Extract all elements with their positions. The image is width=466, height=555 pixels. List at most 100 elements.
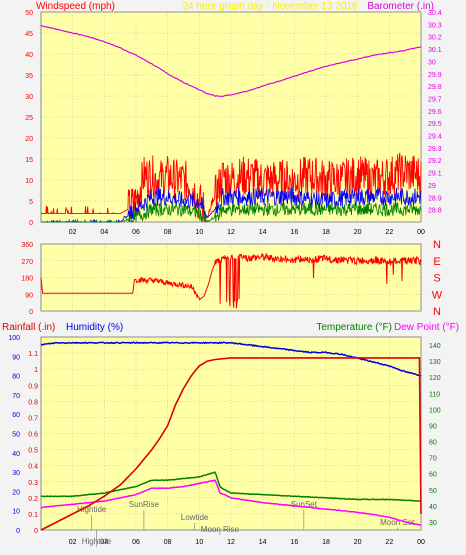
y-tick-temp: 50	[429, 488, 437, 495]
y-tick-right: 29.2	[428, 158, 442, 165]
y-tick-right: 30	[428, 59, 436, 66]
event-label: Hightide	[82, 537, 112, 546]
x-tick-label: 04	[100, 229, 108, 236]
y-tick-temp: 140	[429, 343, 441, 350]
event-label: SunSet	[291, 500, 318, 509]
compass-label: N	[433, 306, 441, 318]
y-tick-humidity: 0	[16, 528, 20, 535]
y-tick-humidity: 70	[12, 393, 20, 400]
y-tick-temp: 130	[429, 359, 441, 366]
y-tick-right: 29	[428, 183, 436, 190]
x-tick-label: 06	[132, 229, 140, 236]
barometer-line	[40, 25, 422, 98]
y-tick-left: 0	[29, 309, 33, 316]
event-label: Moon Rise	[201, 525, 240, 534]
y-tick-humidity: 10	[12, 509, 20, 516]
y-tick-left: 15	[25, 157, 33, 164]
x-tick-label: 08	[164, 229, 172, 236]
y-tick-right: 29.7	[428, 96, 442, 103]
wind-direction-line	[40, 252, 422, 309]
x-tick-label: 14	[259, 539, 267, 546]
y-tick-left: 360	[21, 242, 33, 249]
rain-humidity-temp-panel: 010203040506070809010000.10.20.30.40.50.…	[8, 335, 441, 547]
y-tick-rain: 0.1	[28, 512, 38, 519]
y-tick-humidity: 30	[12, 470, 20, 477]
compass-label: S	[433, 273, 440, 285]
y-tick-humidity: 20	[12, 489, 20, 496]
y-tick-left: 90	[25, 292, 33, 299]
wind-low-line	[41, 201, 422, 224]
x-tick-label: 22	[385, 539, 393, 546]
x-tick-label: 08	[164, 539, 172, 546]
event-label: Lowtide	[181, 513, 209, 522]
barometer-label: Barometer (.in)	[367, 1, 434, 12]
y-tick-rain: 0.5	[28, 448, 38, 455]
x-tick-label: 10	[195, 229, 203, 236]
y-tick-right: 28.9	[428, 195, 442, 202]
graph-title: 24 hour graph day - November 13 2018	[182, 1, 358, 12]
compass-label: W	[432, 289, 443, 301]
y-tick-right: 28.8	[428, 208, 442, 215]
x-tick-label: 02	[69, 539, 77, 546]
x-tick-label: 22	[385, 229, 393, 236]
windspeed-label: Windspeed (mph)	[36, 1, 115, 12]
event-label: Moon Set	[380, 518, 415, 527]
compass-label: E	[433, 256, 440, 268]
y-tick-rain: 0.8	[28, 399, 38, 406]
y-tick-left: 10	[25, 178, 33, 185]
y-tick-humidity: 50	[12, 432, 20, 439]
y-tick-temp: 70	[429, 456, 437, 463]
y-tick-rain: 1	[34, 367, 38, 374]
y-tick-temp: 30	[429, 520, 437, 527]
x-tick-label: 00	[417, 539, 425, 546]
y-tick-left: 270	[21, 259, 33, 266]
y-tick-rain: 0.3	[28, 480, 38, 487]
y-tick-humidity: 90	[12, 354, 20, 361]
humidity-label: Humidity (%)	[66, 322, 123, 333]
y-tick-temp: 80	[429, 440, 437, 447]
y-tick-right: 29.1	[428, 171, 442, 178]
temperature-line	[40, 471, 422, 502]
dewpoint-label: Dew Point (°F)	[394, 322, 459, 333]
y-tick-left: 180	[21, 276, 33, 283]
x-tick-label: 04	[100, 539, 108, 546]
x-tick-label: 00	[417, 229, 425, 236]
y-tick-left: 25	[25, 115, 33, 122]
y-tick-rain: 0.2	[28, 496, 38, 503]
x-tick-label: 12	[227, 229, 235, 236]
x-tick-label: 02	[69, 229, 77, 236]
y-tick-right: 29.6	[428, 109, 442, 116]
y-tick-left: 0	[29, 220, 33, 227]
y-tick-right: 29.9	[428, 72, 442, 79]
y-tick-left: 5	[29, 199, 33, 206]
temperature-label: Temperature (°F)	[316, 322, 392, 333]
wind-barometer-panel: 0 5 10 15 20 25 30 35 40 45 50 28.8 28.9 29 29.1 29.2 29…	[25, 10, 442, 236]
y-tick-left: 35	[25, 73, 33, 80]
y-tick-temp: 120	[429, 375, 441, 382]
y-tick-rain: 0.4	[28, 464, 38, 471]
y-tick-left: 40	[25, 52, 33, 59]
y-tick-left: 20	[25, 136, 33, 143]
y-tick-rain: 0.7	[28, 415, 38, 422]
x-tick-label: 16	[290, 229, 298, 236]
y-tick-left: 45	[25, 31, 33, 38]
x-tick-label: 10	[195, 539, 203, 546]
rainfall-label: Rainfall (.in)	[2, 322, 55, 333]
y-tick-right: 29.4	[428, 134, 442, 141]
y-tick-temp: 110	[429, 391, 440, 398]
y-tick-humidity: 60	[12, 412, 20, 419]
y-tick-left: 50	[25, 10, 33, 17]
y-tick-rain: 1.1	[28, 351, 38, 358]
dewpoint-line	[40, 479, 422, 526]
y-tick-temp: 100	[429, 407, 441, 414]
x-tick-label: 12	[227, 539, 235, 546]
x-tick-label: 16	[290, 539, 298, 546]
rainfall-line	[40, 357, 422, 531]
event-label: Hightide	[77, 505, 107, 514]
y-tick-right: 30.3	[428, 22, 442, 29]
wind-direction-panel: 0 N 90 W 180 S 270 E 360 N	[21, 239, 442, 318]
wind-gust-line	[40, 152, 422, 223]
x-tick-label: 14	[259, 229, 267, 236]
y-tick-right: 29.5	[428, 121, 442, 128]
